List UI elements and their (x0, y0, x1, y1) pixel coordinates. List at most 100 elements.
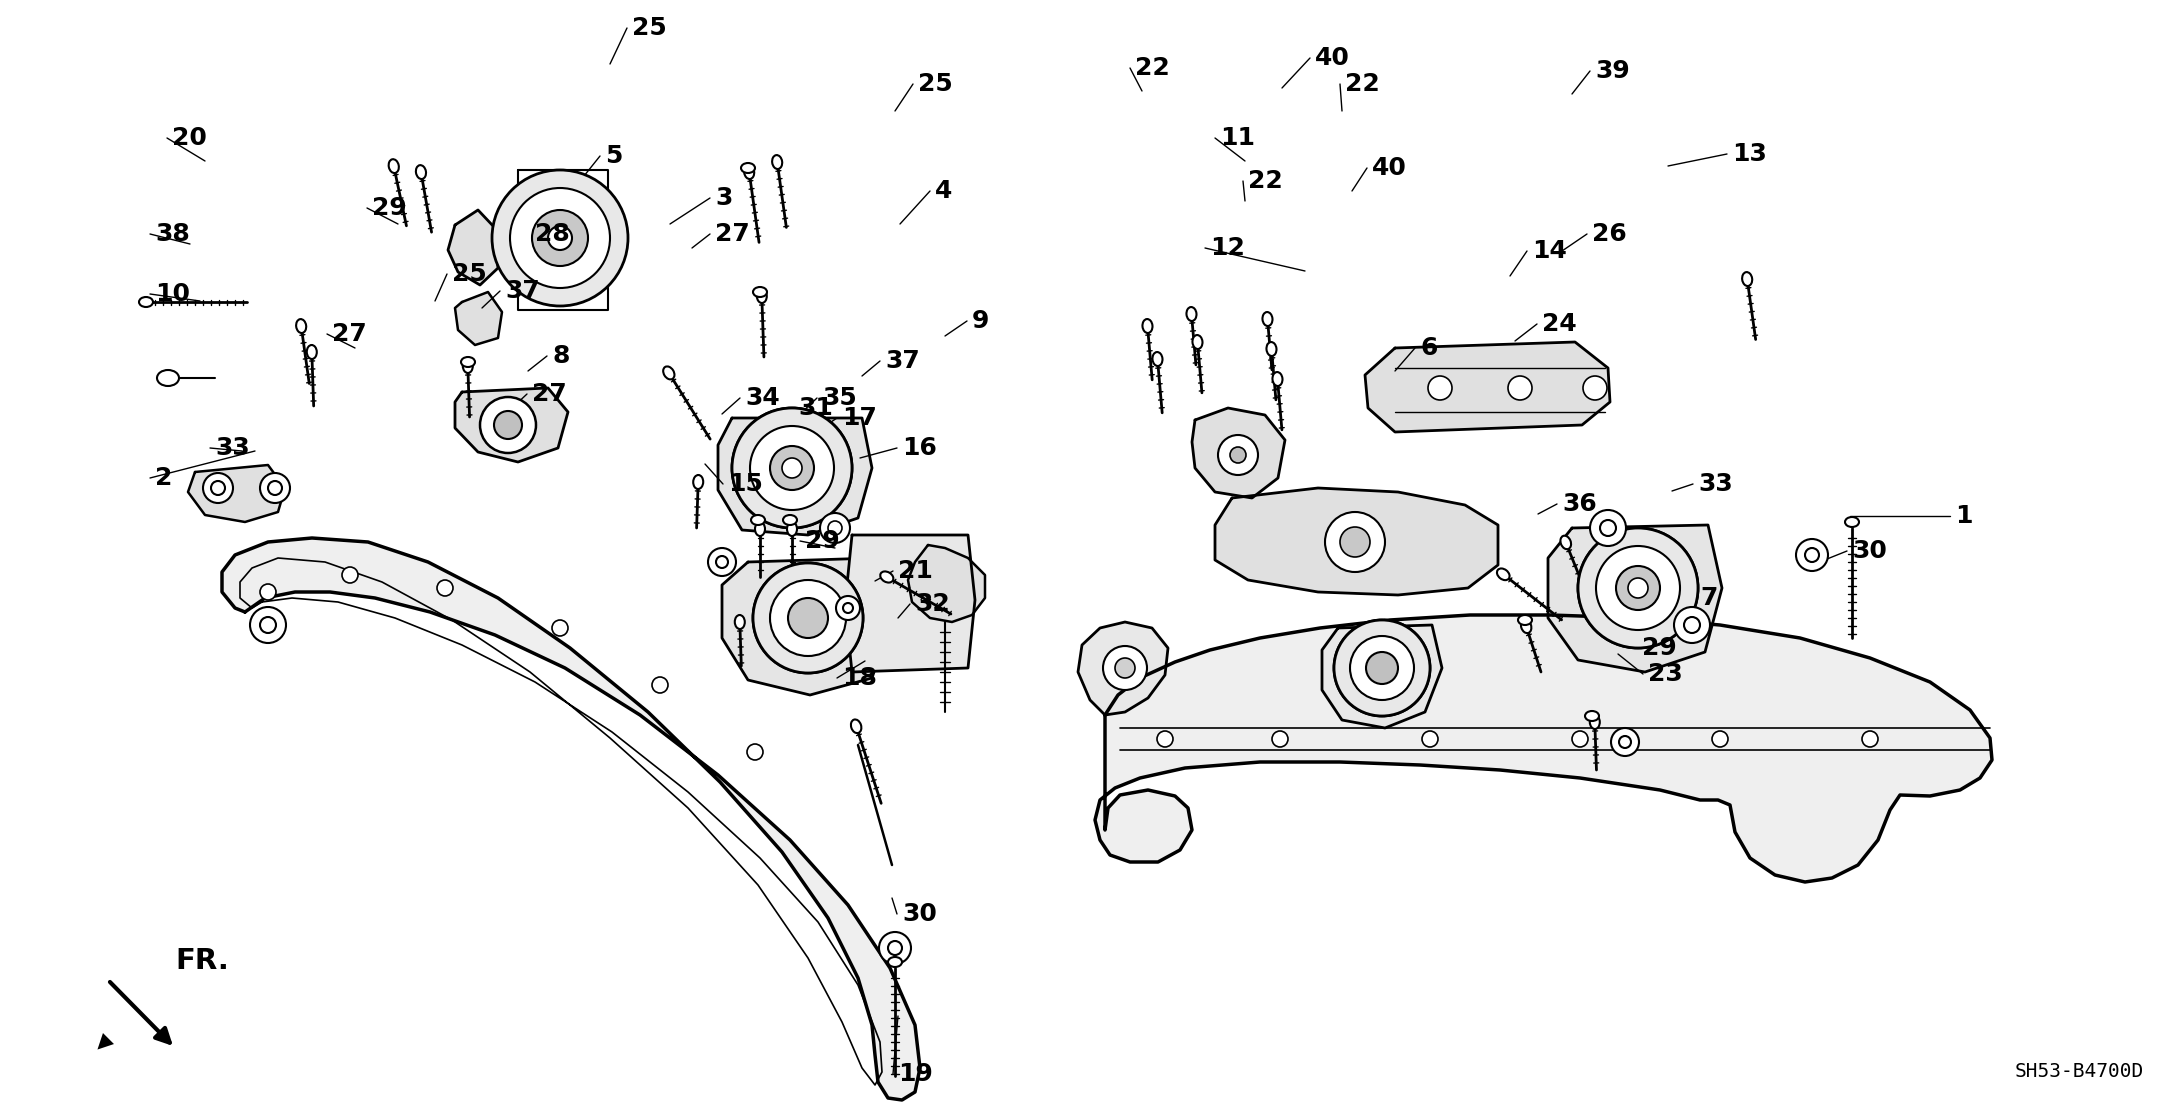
Ellipse shape (663, 366, 674, 379)
Polygon shape (722, 559, 891, 695)
Circle shape (1628, 578, 1648, 598)
Polygon shape (1215, 488, 1498, 595)
Text: 11: 11 (1220, 126, 1254, 150)
Circle shape (787, 598, 828, 638)
Ellipse shape (1498, 568, 1509, 581)
Circle shape (733, 408, 852, 528)
Circle shape (533, 210, 587, 267)
Text: 10: 10 (154, 282, 189, 306)
Circle shape (1600, 520, 1615, 536)
Ellipse shape (744, 165, 754, 179)
Text: 9: 9 (972, 309, 989, 333)
Polygon shape (717, 418, 872, 535)
Circle shape (828, 521, 841, 535)
Circle shape (733, 408, 852, 528)
Text: 39: 39 (1596, 59, 1630, 83)
Text: 25: 25 (917, 72, 952, 96)
Text: 22: 22 (1346, 72, 1380, 96)
Text: 27: 27 (533, 382, 567, 406)
Circle shape (261, 617, 276, 633)
Text: 3: 3 (715, 186, 733, 210)
Circle shape (211, 481, 224, 495)
Text: 36: 36 (1561, 492, 1596, 517)
Text: 27: 27 (333, 322, 367, 346)
Circle shape (748, 744, 763, 760)
Ellipse shape (157, 371, 178, 386)
Circle shape (709, 547, 737, 576)
Polygon shape (1365, 342, 1611, 432)
Circle shape (1428, 376, 1452, 400)
Ellipse shape (772, 155, 783, 169)
Circle shape (837, 596, 861, 620)
Ellipse shape (850, 720, 861, 733)
Ellipse shape (1267, 342, 1276, 356)
Circle shape (752, 563, 863, 672)
Text: 31: 31 (798, 396, 833, 420)
Circle shape (1596, 546, 1681, 630)
Ellipse shape (694, 474, 702, 489)
Circle shape (770, 446, 813, 490)
Text: 1: 1 (1954, 504, 1972, 528)
Circle shape (1615, 566, 1661, 611)
Text: 7: 7 (1700, 586, 1717, 611)
Ellipse shape (463, 359, 472, 373)
Ellipse shape (389, 159, 398, 173)
Circle shape (1422, 731, 1437, 747)
Circle shape (750, 426, 835, 510)
Circle shape (783, 458, 802, 478)
Text: 6: 6 (1420, 336, 1437, 359)
Circle shape (1157, 731, 1174, 747)
Polygon shape (1548, 525, 1722, 672)
Circle shape (1796, 539, 1828, 571)
Ellipse shape (880, 572, 894, 583)
Circle shape (1611, 728, 1639, 757)
Polygon shape (1096, 615, 1991, 881)
Ellipse shape (787, 522, 798, 536)
Ellipse shape (741, 163, 754, 173)
Ellipse shape (757, 289, 767, 303)
Text: 37: 37 (504, 279, 539, 303)
Text: 32: 32 (915, 592, 950, 616)
Circle shape (261, 473, 289, 503)
Circle shape (267, 481, 283, 495)
Text: 4: 4 (935, 179, 952, 204)
Circle shape (1620, 735, 1630, 748)
Text: 30: 30 (1852, 539, 1887, 563)
Ellipse shape (1152, 352, 1163, 366)
Circle shape (1711, 731, 1728, 747)
Text: 34: 34 (746, 386, 780, 410)
Circle shape (1589, 510, 1626, 546)
Text: 21: 21 (898, 559, 933, 583)
Ellipse shape (1522, 619, 1530, 633)
Text: 35: 35 (822, 386, 857, 410)
Text: 5: 5 (604, 144, 622, 168)
Text: 29: 29 (1641, 636, 1676, 660)
Polygon shape (1078, 622, 1167, 714)
Text: 29: 29 (372, 196, 407, 220)
Circle shape (1324, 512, 1385, 572)
Circle shape (1583, 376, 1607, 400)
Text: 2: 2 (154, 466, 172, 490)
Circle shape (202, 473, 233, 503)
Ellipse shape (139, 298, 152, 307)
Ellipse shape (1561, 535, 1572, 550)
Text: 18: 18 (841, 666, 876, 690)
Ellipse shape (1589, 714, 1600, 729)
Circle shape (1230, 447, 1246, 463)
Circle shape (250, 607, 287, 643)
Circle shape (437, 580, 452, 596)
Text: 38: 38 (154, 222, 189, 246)
Circle shape (341, 567, 359, 583)
Circle shape (715, 556, 728, 568)
Text: 25: 25 (452, 262, 487, 286)
Circle shape (1685, 617, 1700, 633)
Text: 16: 16 (902, 436, 937, 460)
Ellipse shape (752, 286, 767, 298)
Circle shape (511, 188, 611, 288)
Polygon shape (448, 210, 498, 285)
Polygon shape (454, 292, 502, 345)
Ellipse shape (1144, 319, 1152, 333)
Text: 13: 13 (1733, 142, 1767, 166)
Circle shape (1804, 547, 1820, 562)
Circle shape (1335, 620, 1430, 716)
